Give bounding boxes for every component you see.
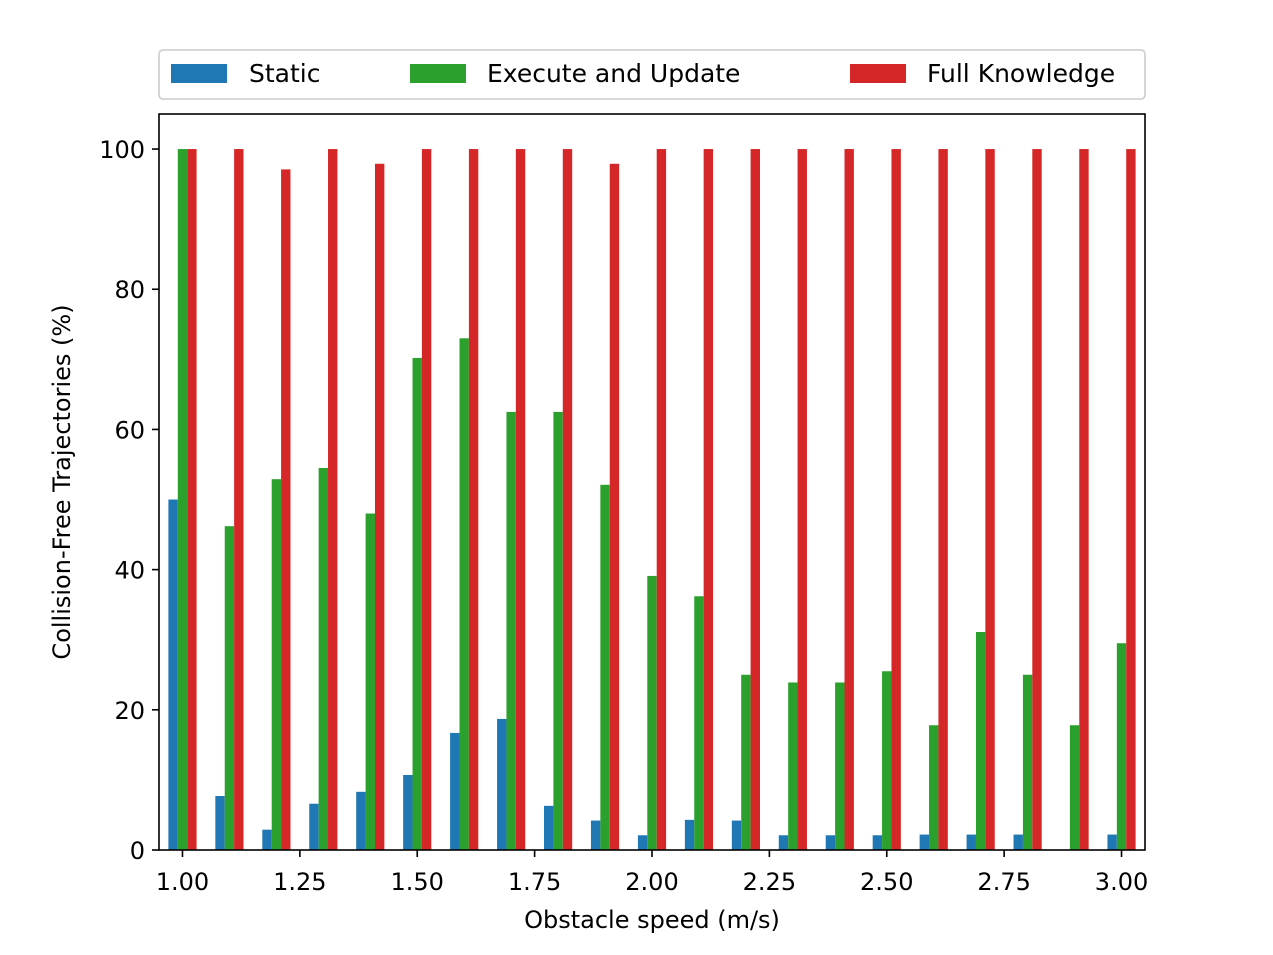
- bar-static-2.5: [872, 835, 883, 850]
- bar-static-1.7: [497, 718, 507, 850]
- legend: Static Execute and Update Full Knowledge: [158, 49, 1146, 100]
- legend-label-full-knowledge: Full Knowledge: [927, 59, 1115, 88]
- legend-label-static: Static: [249, 59, 320, 88]
- bar-full-knowledge-1.9: [609, 163, 620, 850]
- bar-execute-and-update-2.9: [1069, 725, 1080, 850]
- bar-static-1.4: [356, 791, 366, 850]
- legend-swatch-static: [171, 64, 227, 83]
- bar-execute-and-update-3.0: [1116, 643, 1127, 850]
- bar-full-knowledge-2.1: [703, 149, 714, 851]
- bar-static-3.0: [1107, 834, 1117, 850]
- x-axis: 1.00 1.25 1.50 1.75 2.00 2.25 2.50 2.75 3.00: [156, 850, 1148, 896]
- bar-static-2.0: [637, 835, 648, 850]
- bars-group: [168, 149, 1136, 851]
- bar-static-1.2: [262, 829, 272, 850]
- bar-execute-and-update-1.5: [412, 357, 422, 850]
- x-tick-label: 1.50: [391, 868, 444, 896]
- bar-execute-and-update-1.1: [224, 526, 235, 850]
- bar-full-knowledge-1.5: [421, 149, 432, 851]
- bar-execute-and-update-2.0: [647, 575, 657, 850]
- bar-static-2.6: [919, 834, 930, 850]
- bar-execute-and-update-1.2: [271, 479, 282, 850]
- y-axis-title: Collision-Free Trajectories (%): [48, 304, 76, 659]
- bar-execute-and-update-2.7: [975, 632, 986, 850]
- bar-execute-and-update-2.3: [788, 682, 798, 850]
- bar-execute-and-update-1.0: [177, 149, 188, 851]
- y-tick-label: 20: [114, 697, 145, 725]
- legend-swatch-execute-and-update: [410, 64, 466, 83]
- bar-full-knowledge-2.0: [656, 149, 667, 851]
- y-tick-label: 40: [114, 557, 145, 585]
- bar-static-2.7: [966, 834, 976, 850]
- x-tick-label: 2.25: [743, 868, 796, 896]
- legend-swatch-full-knowledge: [850, 64, 906, 83]
- bar-full-knowledge-2.8: [1032, 149, 1042, 851]
- bar-full-knowledge-2.9: [1079, 149, 1089, 851]
- x-tick-label: 2.00: [625, 868, 678, 896]
- bar-static-1.5: [403, 775, 413, 850]
- bar-execute-and-update-1.7: [506, 411, 516, 850]
- bar-static-1.8: [544, 805, 554, 850]
- bar-static-1.0: [168, 499, 178, 850]
- bar-full-knowledge-1.2: [281, 169, 291, 850]
- bar-execute-and-update-2.6: [929, 725, 939, 850]
- bar-static-2.1: [684, 819, 695, 850]
- bar-execute-and-update-2.2: [741, 674, 751, 850]
- bar-static-1.3: [309, 803, 319, 850]
- bar-full-knowledge-1.7: [515, 149, 526, 851]
- legend-frame: [158, 49, 1146, 100]
- bar-static-2.4: [825, 835, 836, 850]
- bar-execute-and-update-1.6: [459, 338, 469, 850]
- x-axis-title: Obstacle speed (m/s): [524, 906, 780, 934]
- bar-execute-and-update-2.1: [694, 596, 704, 850]
- bar-static-2.8: [1013, 834, 1023, 850]
- bar-full-knowledge-1.3: [328, 149, 338, 851]
- bar-static-1.6: [450, 732, 460, 850]
- x-tick-label: 1.00: [156, 868, 209, 896]
- bar-full-knowledge-2.7: [985, 149, 995, 851]
- bar-full-knowledge-1.6: [468, 149, 479, 851]
- bar-full-knowledge-1.4: [374, 163, 385, 850]
- legend-label-execute-and-update: Execute and Update: [487, 59, 740, 88]
- bar-full-knowledge-2.6: [938, 149, 948, 851]
- bar-static-2.2: [731, 820, 742, 850]
- x-tick-label: 3.00: [1095, 868, 1148, 896]
- y-tick-label: 60: [114, 416, 145, 444]
- y-tick-label: 100: [99, 136, 145, 164]
- bar-execute-and-update-1.3: [318, 467, 329, 850]
- bar-full-knowledge-1.8: [562, 149, 573, 851]
- x-tick-label: 1.25: [273, 868, 326, 896]
- bar-execute-and-update-1.8: [553, 411, 563, 850]
- bar-full-knowledge-2.2: [750, 149, 760, 851]
- bar-full-knowledge-2.4: [844, 149, 854, 851]
- bar-static-2.3: [778, 835, 789, 850]
- bar-full-knowledge-2.3: [797, 149, 807, 851]
- bar-static-1.9: [590, 820, 601, 850]
- x-tick-label: 1.75: [508, 868, 561, 896]
- bar-full-knowledge-1.0: [187, 149, 197, 851]
- x-tick-label: 2.50: [860, 868, 913, 896]
- bar-full-knowledge-2.5: [891, 149, 901, 851]
- bar-execute-and-update-2.4: [835, 682, 845, 850]
- x-tick-label: 2.75: [977, 868, 1030, 896]
- y-tick-label: 80: [114, 276, 145, 304]
- bar-full-knowledge-1.1: [234, 149, 244, 851]
- bar-execute-and-update-1.9: [600, 484, 610, 850]
- bar-execute-and-update-1.4: [365, 513, 375, 850]
- bar-execute-and-update-2.5: [882, 671, 892, 850]
- y-tick-label: 0: [130, 837, 145, 865]
- y-axis: 0 20 40 60 80 100: [99, 136, 159, 865]
- bar-static-1.1: [215, 796, 225, 850]
- bar-execute-and-update-2.8: [1022, 674, 1033, 850]
- bar-full-knowledge-3.0: [1126, 149, 1136, 851]
